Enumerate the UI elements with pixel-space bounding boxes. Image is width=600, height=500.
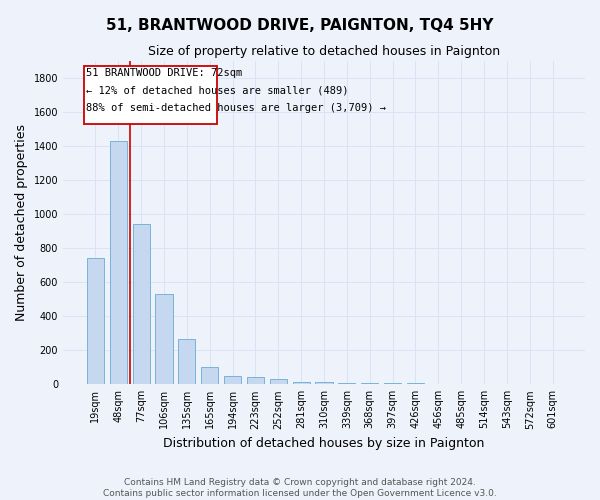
- Bar: [133, 224, 149, 384]
- Bar: [110, 140, 127, 384]
- Text: Contains HM Land Registry data © Crown copyright and database right 2024.
Contai: Contains HM Land Registry data © Crown c…: [103, 478, 497, 498]
- Bar: [338, 383, 355, 384]
- Bar: [247, 378, 264, 384]
- Y-axis label: Number of detached properties: Number of detached properties: [15, 124, 28, 321]
- Text: 88% of semi-detached houses are larger (3,709) →: 88% of semi-detached houses are larger (…: [86, 104, 386, 114]
- Bar: [87, 258, 104, 384]
- Bar: [316, 382, 332, 384]
- FancyBboxPatch shape: [84, 66, 217, 124]
- Bar: [201, 368, 218, 384]
- Bar: [270, 379, 287, 384]
- Bar: [178, 339, 196, 384]
- Text: 51 BRANTWOOD DRIVE: 72sqm: 51 BRANTWOOD DRIVE: 72sqm: [86, 68, 242, 78]
- X-axis label: Distribution of detached houses by size in Paignton: Distribution of detached houses by size …: [163, 437, 485, 450]
- Text: ← 12% of detached houses are smaller (489): ← 12% of detached houses are smaller (48…: [86, 86, 348, 96]
- Text: 51, BRANTWOOD DRIVE, PAIGNTON, TQ4 5HY: 51, BRANTWOOD DRIVE, PAIGNTON, TQ4 5HY: [106, 18, 494, 32]
- Bar: [293, 382, 310, 384]
- Title: Size of property relative to detached houses in Paignton: Size of property relative to detached ho…: [148, 45, 500, 58]
- Bar: [155, 294, 173, 384]
- Bar: [224, 376, 241, 384]
